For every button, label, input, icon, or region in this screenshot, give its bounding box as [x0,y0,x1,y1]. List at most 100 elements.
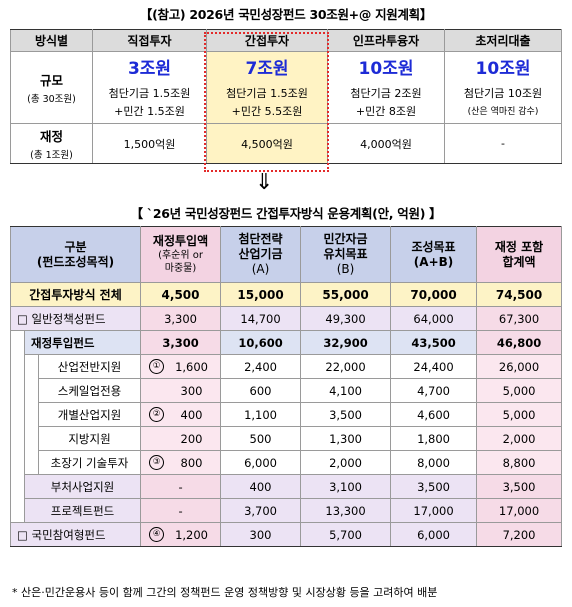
table-row-industry: 산업전반지원 ① 1,600 2,400 22,000 24,400 26,000 [11,354,563,475]
cell-fiscal-value: 400 [180,407,203,422]
cell-strategic: 300 [220,522,302,547]
cell-target: 1,800 [390,426,478,451]
cell-strategic: 10,600 [220,330,302,355]
header-direct: 직접투자 [92,29,207,52]
header-category: 구분 (펀드조성목적) [9,226,142,283]
table-row-sector: 개별산업지원 ② 400 1,100 3,500 4,600 5,000 [11,402,563,427]
row-label: 지방지원 [37,426,142,451]
cell-grand: 2,000 [476,426,563,451]
cell-strategic: 600 [220,378,302,403]
cell-fiscal-value: 1,200 [175,527,208,542]
mark-1-icon: ① [149,359,165,374]
cell-grand: 8,800 [476,450,563,475]
header-grand-2: 합계액 [502,254,536,269]
header-target-1: 조성목표 [411,239,456,254]
cell-target: 24,400 [390,354,478,379]
header-private-1: 민간자금 [323,232,368,246]
plan-title: 【(참고) 2026년 국민성장펀드 30조원+@ 지원계획】 [139,7,433,22]
amount-direct: 3조원 [127,59,172,79]
cell-strategic: 6,000 [220,450,302,475]
desc-infra-2: +민간 8조원 [355,105,417,118]
cell-target: 3,500 [390,474,478,499]
fiscal-label: 재정 [39,129,63,144]
cell-private: 2,000 [300,450,392,475]
row-label: 간접투자방식 전체 [9,282,142,307]
row-label: 재정투입펀드 [23,330,142,355]
cell-grand: 5,000 [476,378,563,403]
table-row-longterm: 초장기 기술투자 ③ 800 6,000 2,000 8,000 8,800 [11,450,563,475]
cell-private: 1,300 [300,426,392,451]
cell-private: 55,000 [300,282,392,307]
cell-target: 4,600 [390,402,478,427]
cell-grand: 3,500 [476,474,563,499]
fiscal-infra: 4,000억원 [327,123,445,164]
table-row-citizen: □ 국민참여형펀드 ④ 1,200 300 5,700 6,000 7,200 [9,522,563,547]
scale-sub: (총 30조원) [27,94,76,105]
scale-loan: 10조원 첨단기금 10조원 (산은 역마진 감수) [444,51,562,124]
cell-private: 5,700 [300,522,392,547]
cell-strategic: 400 [220,474,302,499]
cell-grand: 17,000 [476,498,563,523]
row-label: 프로젝트펀드 [23,498,142,523]
fiscal-label-cell: 재정 (총 1조원) [10,123,93,164]
cell-fiscal: - [140,474,222,499]
table-row-project: 프로젝트펀드 - 3,700 13,300 17,000 17,000 [11,498,563,523]
cell-private: 3,500 [300,402,392,427]
amount-indirect: 7조원 [245,59,289,79]
cell-grand: 74,500 [476,282,563,307]
header-grand-total: 재정 포함 합계액 [476,226,563,283]
row-label: 개별산업지원 [37,402,142,427]
desc-loan-1: 첨단기금 10조원 [463,87,543,100]
desc-indirect-2: +민간 5.5조원 [231,105,303,118]
table-row-scaleup: 스케일업전용 300 600 4,100 4,700 5,000 [11,378,563,403]
row-label: □ 일반정책성펀드 [9,306,142,331]
cell-target: 64,000 [390,306,478,331]
header-private-3: (B) [336,262,355,276]
cell-private: 49,300 [300,306,392,331]
scale-row: 규모 (총 30조원) 3조원 첨단기금 1.5조원 +민간 1.5조원 7조원… [10,51,562,124]
header-strategic-fund: 첨단전략 산업기금 (A) [220,226,302,283]
header-private-2: 유치목표 [323,247,368,261]
cell-fiscal: 200 [140,426,222,451]
cell-fiscal-value: 300 [180,383,203,398]
cell-strategic: 3,700 [220,498,302,523]
cell-fiscal: 300 [140,378,222,403]
cell-private: 4,100 [300,378,392,403]
cell-strategic: 15,000 [220,282,302,307]
cell-target: 8,000 [390,450,478,475]
table-header-row: 방식별 직접투자 간접투자 인프라투융자 초저리대출 [10,29,562,52]
fiscal-row: 재정 (총 1조원) 1,500억원 4,500억원 4,000억원 - [10,123,562,164]
cell-grand: 7,200 [476,522,563,547]
scale-infra: 10조원 첨단기금 2조원 +민간 8조원 [327,51,445,124]
table-row-ministry: 부처사업지원 - 400 3,100 3,500 3,500 [11,474,563,499]
cell-fiscal: 4,500 [140,282,222,307]
operation-header-row: 구분 (펀드조성목적) 재정투입액 (후순위 or 마중물) 첨단전략 산업기금… [9,226,563,283]
cell-target: 70,000 [390,282,478,307]
cell-target: 4,700 [390,378,478,403]
operation-plan-title: 【 `26년 국민성장펀드 간접투자방식 운용계획(안, 억원) 】 [130,206,442,221]
cell-fiscal: ④ 1,200 [140,522,222,547]
row-label: 산업전반지원 [37,354,142,379]
header-fiscal-sub1: (후순위 or [158,250,203,261]
header-private-target: 민간자금 유치목표 (B) [300,226,392,283]
support-plan-table: 방식별 직접투자 간접투자 인프라투융자 초저리대출 규모 (총 30조원) 3… [10,29,562,164]
header-fiscal-input: 재정투입액 (후순위 or 마중물) [140,226,222,283]
fiscal-sub: (총 1조원) [30,150,73,161]
header-category-sub: (펀드조성목적) [36,254,115,269]
header-strategic-2: 산업기금 [238,247,283,261]
header-fiscal-title: 재정투입액 [152,234,209,248]
header-grand-1: 재정 포함 [494,239,544,254]
row-label: 초장기 기술투자 [37,450,142,475]
cell-fiscal: - [140,498,222,523]
header-method: 방식별 [10,29,93,52]
cell-private: 32,900 [300,330,392,355]
mark-4-icon: ④ [149,527,165,542]
desc-direct-1: 첨단기금 1.5조원 [108,87,191,100]
cell-grand: 67,300 [476,306,563,331]
scale-label-cell: 규모 (총 30조원) [10,51,93,124]
cell-strategic: 1,100 [220,402,302,427]
table-row-general: □ 일반정책성펀드 3,300 14,700 49,300 64,000 67,… [9,306,563,331]
cell-fiscal: ① 1,600 [140,354,222,379]
scale-direct: 3조원 첨단기금 1.5조원 +민간 1.5조원 [92,51,207,124]
down-arrow-icon: ⇓ [255,170,274,195]
